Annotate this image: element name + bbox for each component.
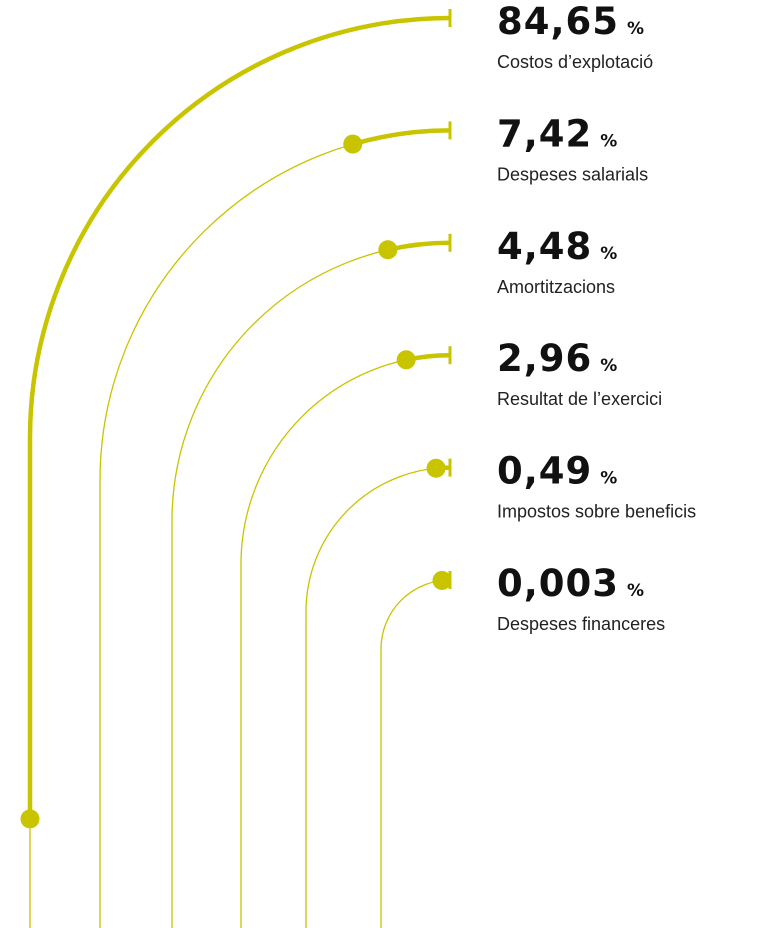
value-arc	[27, 15, 451, 928]
value-label: 2,96%	[497, 337, 618, 380]
thin-line	[29, 17, 451, 928]
category-label: Costos d’explotació	[497, 52, 653, 72]
unit: %	[600, 244, 618, 264]
category-label: Despeses salarials	[497, 164, 648, 184]
value-number: 0,003	[497, 562, 619, 605]
value-dot	[426, 458, 446, 478]
value-label: 0,003%	[497, 562, 645, 605]
value-number: 4,48	[497, 225, 592, 268]
value-number: 84,65	[497, 0, 619, 43]
value-arc	[97, 128, 451, 928]
thin-line	[305, 466, 451, 928]
value-number: 0,49	[497, 450, 592, 493]
unit: %	[627, 581, 645, 601]
unit: %	[600, 469, 618, 489]
value-dot	[378, 240, 398, 260]
value-label: 84,65%	[497, 0, 645, 43]
value-dot	[432, 570, 452, 590]
value-arc	[169, 240, 451, 928]
category-label: Amortitzacions	[497, 277, 615, 297]
value-label: 4,48%	[497, 225, 618, 268]
unit: %	[600, 131, 618, 151]
thin-line	[240, 354, 451, 928]
value-label: 7,42%	[497, 112, 618, 155]
category-label: Resultat de l’exercici	[497, 389, 662, 409]
category-label: Impostos sobre beneficis	[497, 502, 696, 522]
value-dot	[20, 809, 40, 829]
value-number: 7,42	[497, 112, 592, 155]
thin-line	[171, 242, 451, 928]
value-arc	[238, 352, 451, 928]
category-label: Despeses financeres	[497, 614, 665, 634]
thin-line	[380, 579, 451, 928]
value-dot	[343, 134, 363, 154]
value-arc	[378, 577, 451, 928]
value-label: 0,49%	[497, 450, 618, 493]
unit: %	[627, 19, 645, 39]
value-number: 2,96	[497, 337, 592, 380]
unit: %	[600, 356, 618, 376]
value-dot	[396, 350, 416, 370]
